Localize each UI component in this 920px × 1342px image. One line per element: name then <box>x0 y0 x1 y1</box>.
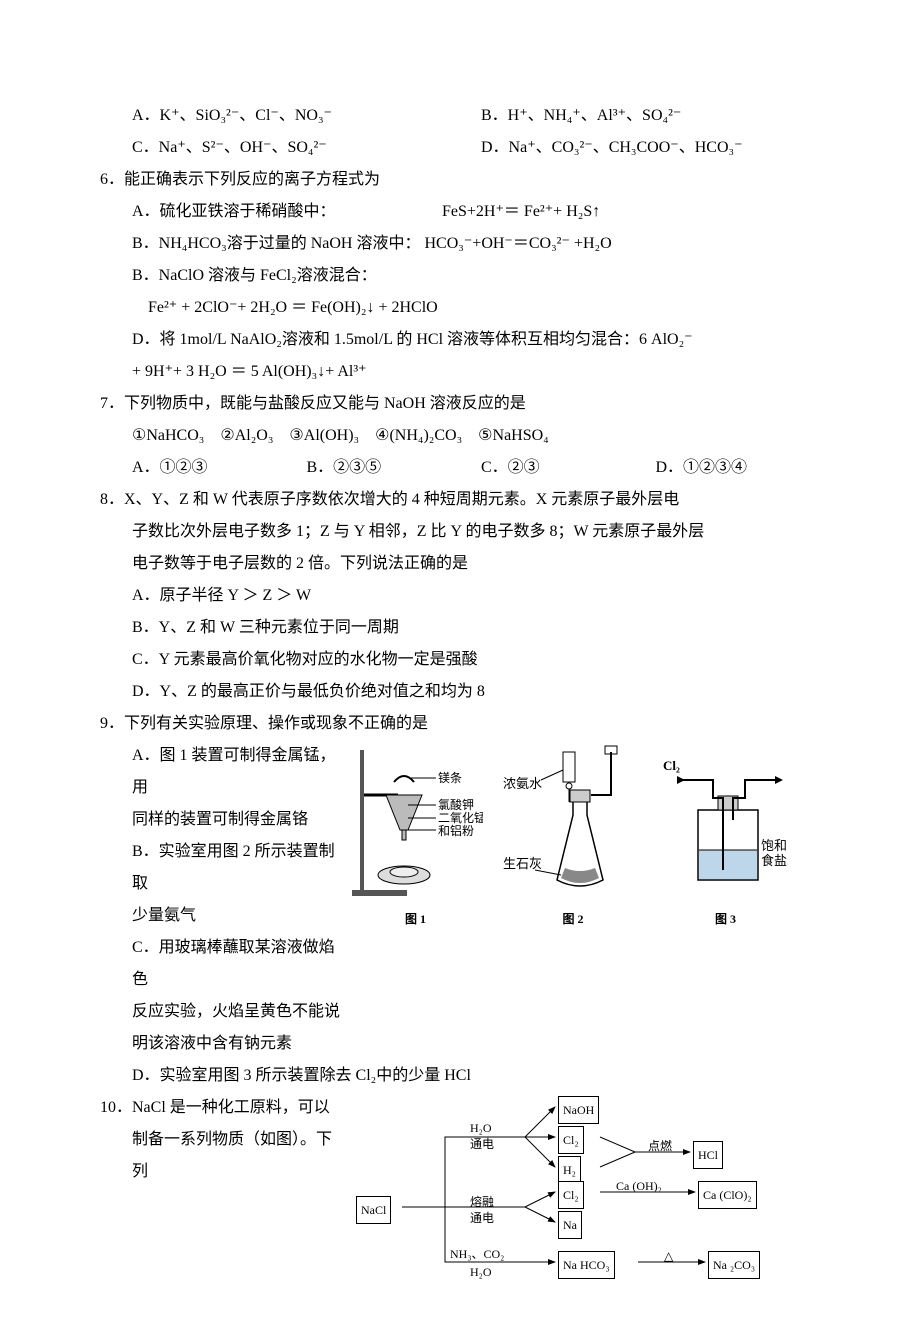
q9-body: A．图 1 装置可制得金属锰，用 同样的装置可制得金属铬 B．实验室用图 2 所… <box>100 740 830 1060</box>
q6-a-text: A．硫化亚铁溶于稀硝酸中： <box>132 196 442 228</box>
q7-b: B．②③⑤ <box>307 452 482 484</box>
box-hcl: HCl <box>693 1141 723 1169</box>
q6-d1: D．将 1mol/L NaAlO₂溶液和 1.5mol/L 的 HCl 溶液等体… <box>100 324 830 356</box>
q9-text: A．图 1 装置可制得金属锰，用 同样的装置可制得金属铬 B．实验室用图 2 所… <box>132 740 342 1060</box>
fig2: 浓氨水 生石灰 图 2 <box>503 740 643 931</box>
lbl-e1b: 通电 <box>470 1132 494 1156</box>
q6-b1: B．NH₄HCO₃溶于过量的 NaOH 溶液中： HCO₃⁻+OH⁻＝CO₃²⁻… <box>100 228 830 260</box>
q6-stem: 6．能正确表示下列反应的离子方程式为 <box>100 164 830 196</box>
box-cl2a: Cl₂ <box>558 1126 584 1154</box>
fig2-l2: 生石灰 <box>503 856 542 871</box>
q9-c1: C．用玻璃棒蘸取某溶液做焰色 <box>132 932 342 996</box>
box-nacl: NaCl <box>356 1196 391 1224</box>
q6-a: A．硫化亚铁溶于稀硝酸中： FeS+2H⁺＝ Fe²⁺+ H₂S↑ <box>100 196 830 228</box>
q5-opt-b: B．H⁺、NH₄⁺、Al³⁺、SO₄²⁻ <box>481 100 830 132</box>
q5-opt-d: D．Na⁺、CO₃²⁻、CH₃COO⁻、HCO₃⁻ <box>481 132 830 164</box>
lbl-e3c: △ <box>664 1244 673 1268</box>
fig3-l1: Cl₂ <box>663 758 680 773</box>
q10-stem2: 制备一系列物质（如图）。下列 <box>100 1124 340 1188</box>
fig3-svg: Cl₂ 饱和 食盐水 <box>663 740 788 905</box>
q10-text: 10．NaCl 是一种化工原料，可以 制备一系列物质（如图）。下列 <box>100 1092 340 1188</box>
q8-a: A．原子半径 Y ＞ Z ＞ W <box>100 580 830 612</box>
q6-d2: + 9H⁺+ 3 H₂O ＝ 5 Al(OH)₃↓+ Al³⁺ <box>100 356 830 388</box>
q9-b2: 少量氨气 <box>132 900 342 932</box>
q8-b: B．Y、Z 和 W 三种元素位于同一周期 <box>100 612 830 644</box>
q7-a: A．①②③ <box>132 452 307 484</box>
q9-figures: 镁条 氯酸钾 二氧化锰 和铝粉 图 1 <box>348 740 830 931</box>
fig2-svg: 浓氨水 生石灰 <box>503 740 643 905</box>
q10-stem1: 10．NaCl 是一种化工原料，可以 <box>100 1092 340 1124</box>
q7-items: ①NaHCO₃ ②Al₂O₃ ③Al(OH)₃ ④(NH₄)₂CO₃ ⑤NaHS… <box>100 420 830 452</box>
q6-a-eq: FeS+2H⁺＝ Fe²⁺+ H₂S↑ <box>442 196 600 228</box>
fig3: Cl₂ 饱和 食盐水 图 3 <box>663 740 788 931</box>
fig1-l2: 氯酸钾 <box>438 797 474 812</box>
fig2-cap: 图 2 <box>503 907 643 931</box>
lbl-e2b: 通电 <box>470 1206 494 1230</box>
q9-stem: 9．下列有关实验原理、操作或现象不正确的是 <box>100 708 830 740</box>
fig1-l4: 和铝粉 <box>438 823 474 838</box>
q9-a2: 同样的装置可制得金属铬 <box>132 804 342 836</box>
q8-stem2: 子数比次外层电子数多 1；Z 与 Y 相邻，Z 比 Y 的电子数多 8；W 元素… <box>100 516 830 548</box>
q9-a1: A．图 1 装置可制得金属锰，用 <box>132 740 342 804</box>
box-na: Na <box>558 1211 582 1239</box>
q8-c: C．Y 元素最高价氧化物对应的水化物一定是强酸 <box>100 644 830 676</box>
lbl-e2c: Ca (OH)₂ <box>616 1174 662 1198</box>
box-naoh: NaOH <box>558 1096 599 1124</box>
q7-options: A．①②③ B．②③⑤ C．②③ D．①②③④ <box>100 452 830 484</box>
fig2-l1: 浓氨水 <box>503 776 542 791</box>
fig1-l3: 二氧化锰 <box>438 810 483 825</box>
q5-row1: A．K⁺、SiO₃²⁻、Cl⁻、NO₃⁻ B．H⁺、NH₄⁺、Al³⁺、SO₄²… <box>100 100 830 132</box>
fig1-cap: 图 1 <box>348 907 483 931</box>
fig3-cap: 图 3 <box>663 907 788 931</box>
q9-c3: 明该溶液中含有钠元素 <box>132 1028 342 1060</box>
box-na2co3: Na ₂CO₃ <box>708 1251 760 1279</box>
q7-c: C．②③ <box>481 452 656 484</box>
q9-c2: 反应实验，火焰呈黄色不能说 <box>132 996 342 1028</box>
q5-row2: C．Na⁺、S²⁻、OH⁻、SO₄²⁻ D．Na⁺、CO₃²⁻、CH₃COO⁻、… <box>100 132 830 164</box>
fig1: 镁条 氯酸钾 二氧化锰 和铝粉 图 1 <box>348 740 483 931</box>
q8-stem1: 8．X、Y、Z 和 W 代表原子序数依次增大的 4 种短周期元素。X 元素原子最… <box>100 484 830 516</box>
fig1-svg: 镁条 氯酸钾 二氧化锰 和铝粉 <box>348 740 483 905</box>
fig1-l1: 镁条 <box>438 771 462 785</box>
q10-flowchart: NaCl NaOH Cl₂ H₂ HCl Cl₂ Na Ca (ClO)₂ Na… <box>350 1092 810 1282</box>
q9-d: D．实验室用图 3 所示装置除去 Cl₂中的少量 HCl <box>100 1060 830 1092</box>
q5-opt-a: A．K⁺、SiO₃²⁻、Cl⁻、NO₃⁻ <box>132 100 481 132</box>
q9-b1: B．实验室用图 2 所示装置制取 <box>132 836 342 900</box>
q8-d: D．Y、Z 的最高正价与最低负价绝对值之和均为 8 <box>100 676 830 708</box>
box-caclo: Ca (ClO)₂ <box>698 1181 757 1209</box>
lbl-e1c: 点燃 <box>648 1134 672 1158</box>
lbl-e3b: H₂O <box>470 1260 492 1284</box>
q7-stem: 7．下列物质中，既能与盐酸反应又能与 NaOH 溶液反应的是 <box>100 388 830 420</box>
q8-stem3: 电子数等于电子层数的 2 倍。下列说法正确的是 <box>100 548 830 580</box>
box-nahco3: Na HCO₃ <box>558 1251 615 1279</box>
box-h2: H₂ <box>558 1156 581 1184</box>
box-cl2b: Cl₂ <box>558 1181 584 1209</box>
fig3-l2: 饱和 <box>761 838 787 853</box>
q10: 10．NaCl 是一种化工原料，可以 制备一系列物质（如图）。下列 <box>100 1092 830 1282</box>
fig3-l3: 食盐水 <box>761 853 788 868</box>
q7-d: D．①②③④ <box>656 452 831 484</box>
q6-b2: B．NaClO 溶液与 FeCl₂溶液混合： <box>100 260 830 292</box>
q6-b2-eq: Fe²⁺ + 2ClO⁻+ 2H₂O ＝ Fe(OH)₂↓ + 2HClO <box>100 292 830 324</box>
q5-opt-c: C．Na⁺、S²⁻、OH⁻、SO₄²⁻ <box>132 132 481 164</box>
